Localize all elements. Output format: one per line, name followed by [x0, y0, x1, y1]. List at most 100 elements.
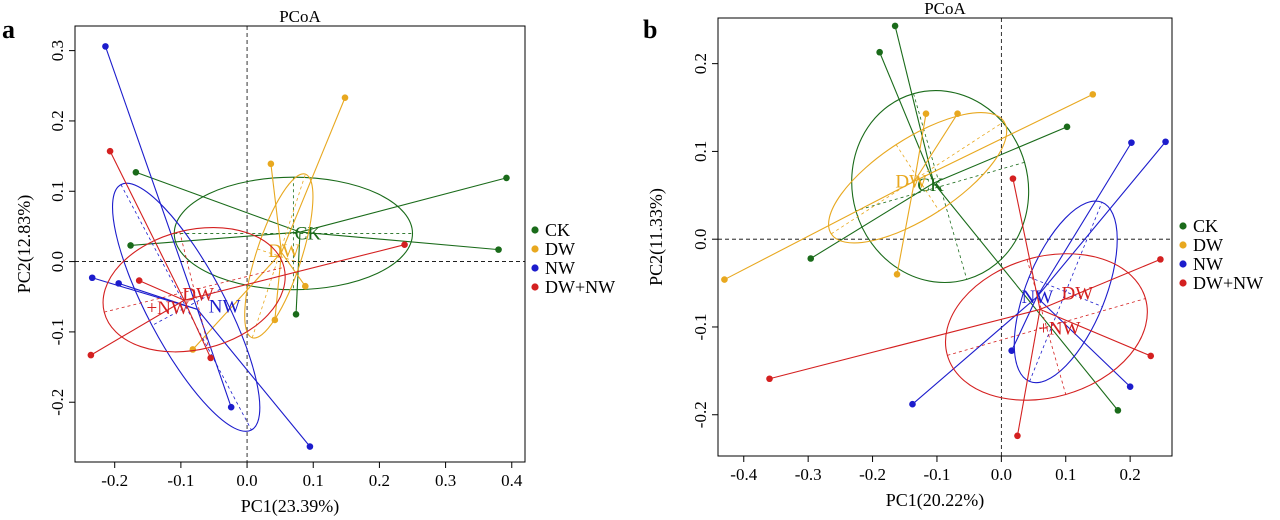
- legend-marker: [1179, 260, 1187, 268]
- legend-label: DW+NW: [1193, 273, 1263, 293]
- chart-title: PCoA: [279, 7, 321, 26]
- ellipse-axis: [855, 161, 1025, 212]
- data-point: [1157, 256, 1164, 263]
- data-point: [306, 443, 314, 450]
- panel-label: a: [2, 15, 15, 44]
- centroid-spoke: [894, 25, 935, 184]
- y-tick-label: 0.3: [48, 40, 67, 61]
- centroid-spoke: [196, 309, 232, 408]
- data-point: [909, 400, 916, 408]
- data-point: [1089, 91, 1097, 98]
- data-point: [106, 147, 114, 155]
- x-tick-label: -0.3: [795, 465, 822, 484]
- data-point: [1063, 123, 1071, 131]
- series-dw-nw: DW+NW: [87, 147, 408, 362]
- data-point: [301, 282, 309, 290]
- y-tick-label: 0.1: [691, 141, 710, 162]
- x-tick-label: 0.2: [1120, 465, 1141, 484]
- data-point: [495, 246, 502, 253]
- x-tick-label: -0.2: [101, 471, 128, 490]
- series-ck: CK: [127, 168, 510, 318]
- y-tick-label: 0.2: [48, 110, 67, 131]
- centroid-spoke: [879, 52, 935, 184]
- y-tick-label: 0.2: [691, 53, 710, 74]
- centroid-spoke: [130, 231, 301, 246]
- centroid-spoke: [913, 113, 927, 182]
- centroid-spoke: [138, 280, 185, 301]
- data-point: [341, 94, 349, 102]
- data-point: [127, 242, 134, 249]
- centroid-spoke: [299, 231, 499, 251]
- group-centroid-label: NW: [209, 297, 241, 318]
- centroid-spoke: [135, 171, 301, 233]
- chart-panel-a: a PCoA -0.2 -0.1 0.0 0.1 0.2 0.3 0.4 -0.2 -0.1 0.0 0…: [2, 7, 615, 517]
- centroid-spoke: [914, 93, 1094, 182]
- x-tick-label: 0.2: [369, 471, 390, 490]
- y-tick-label: -0.1: [48, 318, 67, 345]
- plot-frame: [717, 17, 1173, 457]
- centroid-spoke: [299, 177, 507, 233]
- ellipse-axis: [1028, 276, 1103, 308]
- centroid-spoke: [104, 46, 198, 310]
- centroid-spoke: [184, 244, 405, 301]
- data-point: [876, 48, 883, 56]
- centroid-spoke: [933, 126, 1068, 184]
- ellipse-axis: [257, 248, 301, 264]
- legend-label: CK: [1193, 216, 1218, 236]
- data-point: [721, 276, 728, 283]
- group-centroid-label: DW: [895, 171, 927, 192]
- series-ck: CK: [807, 22, 1122, 414]
- data-point: [1014, 432, 1021, 440]
- centroid-spoke: [1012, 178, 1041, 310]
- plot-frame: [74, 25, 526, 463]
- legend-label: CK: [545, 220, 570, 240]
- ellipse-axis: [895, 144, 940, 212]
- data-point: [401, 241, 408, 249]
- centroid-spoke: [118, 282, 198, 310]
- legend-marker: [1179, 222, 1187, 230]
- group-centroid-label: DW: [268, 241, 300, 262]
- panel-label: b: [643, 15, 657, 44]
- data-point: [267, 160, 275, 168]
- data-point: [207, 354, 214, 362]
- ellipse-axis: [831, 121, 1005, 235]
- centroid-spoke: [1039, 308, 1151, 357]
- ellipse-axis: [151, 288, 221, 326]
- x-tick-label: -0.4: [730, 465, 757, 484]
- group-centroid-label: +NW: [146, 298, 188, 319]
- centroid-spoke: [913, 113, 959, 182]
- x-tick-label: 0.0: [236, 471, 257, 490]
- data-point: [102, 43, 109, 50]
- data-point: [227, 403, 235, 411]
- data-point: [1009, 175, 1017, 182]
- y-axis-label: PC2(11.33%): [646, 188, 667, 286]
- x-tick-label: 0.1: [303, 471, 324, 490]
- data-point: [271, 316, 279, 324]
- centroid-spoke: [769, 308, 1041, 380]
- ellipse-axis: [947, 298, 1146, 356]
- series-nw: NW: [88, 43, 314, 450]
- centroid-spoke: [280, 97, 346, 253]
- y-tick-label: 0.0: [691, 229, 710, 250]
- legend-marker: [531, 283, 539, 291]
- group-centroid-label: DW: [182, 285, 214, 306]
- legend-label: DW: [545, 239, 575, 259]
- data-point: [1008, 347, 1015, 354]
- centroid-spoke: [183, 300, 212, 359]
- centroid-spoke: [1036, 296, 1131, 388]
- chart-title: PCoA: [924, 0, 966, 18]
- centroid-spoke: [1011, 296, 1038, 351]
- series-dw-nw: DW+NW: [766, 175, 1164, 440]
- ellipse-axis: [104, 266, 285, 313]
- data-point: [807, 255, 815, 262]
- legend-marker: [531, 245, 539, 253]
- centroid-spoke: [197, 309, 311, 447]
- chart-panel-b: b PCoA -0.4 -0.3 -0.2 -0.1 0.0 0.1 0.2 -0.2 -0.1 0.…: [643, 0, 1263, 511]
- centroid-spoke: [1039, 258, 1161, 310]
- data-point: [1114, 407, 1122, 414]
- centroid-spoke: [270, 163, 283, 253]
- group-centroid-label: DW: [1062, 284, 1094, 305]
- centroid-spoke: [281, 252, 306, 287]
